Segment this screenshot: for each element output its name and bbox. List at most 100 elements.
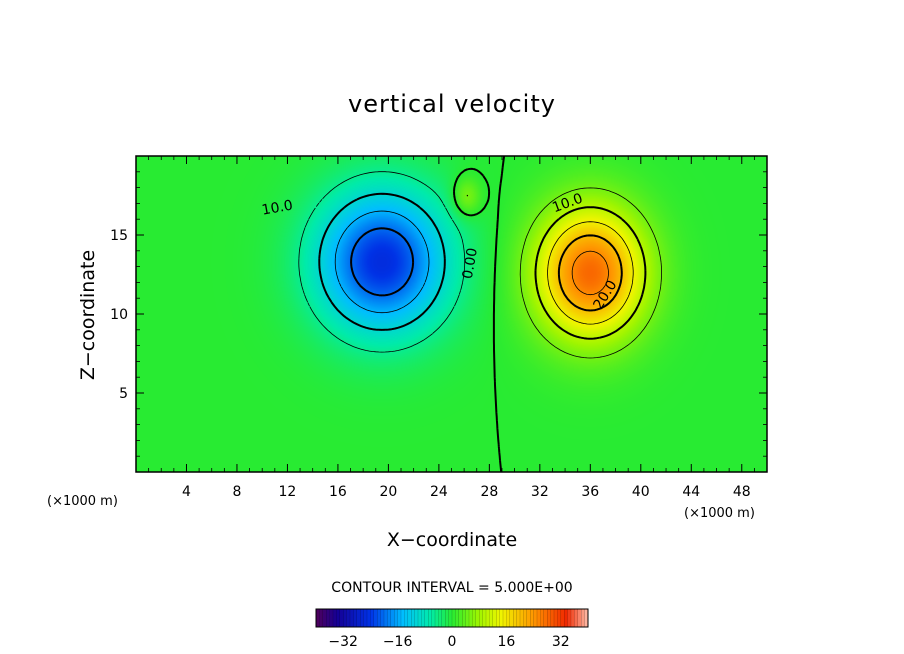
x-tick-label: 8 — [232, 484, 241, 500]
colorbar-cell — [390, 608, 395, 628]
colorbar-tick-label: 0 — [448, 634, 457, 650]
colorbar-cell — [489, 608, 494, 628]
contour-line-level — [453, 156, 506, 472]
colorbar-cell — [441, 608, 446, 628]
colorbar-cell — [428, 608, 433, 628]
colorbar-tick-label: −16 — [383, 634, 413, 650]
colorbar-cell — [326, 608, 331, 628]
colorbar-cell — [530, 608, 535, 628]
colorbar-cell — [322, 608, 327, 628]
colorbar-cell — [577, 608, 582, 628]
colorbar-cell — [421, 608, 426, 628]
colorbar-cell — [448, 608, 453, 628]
colorbar-cell — [377, 608, 382, 628]
contour-interval-label: CONTOUR INTERVAL = 5.000E+00 — [331, 580, 572, 596]
x-tick-label: 44 — [682, 484, 700, 500]
x-axis-label: X−coordinate — [387, 529, 517, 551]
colorbar-cell — [407, 608, 412, 628]
colorbar-cell — [424, 608, 429, 628]
contour-line-level — [350, 227, 415, 297]
colorbar-cell — [387, 608, 392, 628]
colorbar-tick-label: −32 — [328, 634, 358, 650]
heatmap-field — [136, 156, 767, 472]
colorbar-cell — [445, 608, 450, 628]
colorbar-cell — [356, 608, 361, 628]
colorbar-cell — [570, 608, 575, 628]
x-tick-label: 12 — [279, 484, 297, 500]
chart-title: vertical velocity — [348, 90, 556, 118]
y-axis-ticks: 5 10 15 — [110, 171, 767, 457]
colorbar-cell — [417, 608, 422, 628]
colorbar-cell — [479, 608, 484, 628]
y-tick-label: 15 — [110, 228, 128, 244]
colorbar-cell — [496, 608, 501, 628]
colorbar-cell — [339, 608, 344, 628]
contour-line-level — [547, 221, 634, 325]
colorbar-cell — [574, 608, 579, 628]
contour-line-level — [298, 171, 466, 353]
x-axis-ticks: 4 8 12 16 20 24 28 32 36 40 44 48 — [148, 156, 755, 500]
colorbar-cell — [336, 608, 341, 628]
colorbar-cell — [547, 608, 552, 628]
colorbar-cell — [458, 608, 463, 628]
contour-label: 10.0 — [261, 198, 294, 219]
contour-line-level — [571, 250, 609, 296]
contour-line-level — [334, 210, 430, 314]
colorbar-cell — [465, 608, 470, 628]
colorbar-cell — [567, 608, 572, 628]
contour-label: 0.00 — [460, 247, 481, 280]
colorbar-cell — [581, 608, 586, 628]
y-axis-label: Z−coordinate — [77, 250, 99, 380]
colorbar-cell — [509, 608, 514, 628]
colorbar-cell — [492, 608, 497, 628]
colorbar-cell — [366, 608, 371, 628]
contour-line-level — [466, 187, 662, 359]
colorbar-cell — [485, 608, 490, 628]
colorbar-cell — [475, 608, 480, 628]
y-tick-label: 10 — [110, 307, 128, 323]
colorbar-cell — [319, 608, 324, 628]
x-tick-label: 16 — [329, 484, 347, 500]
contour-lines — [298, 156, 662, 472]
colorbar-cell — [560, 608, 565, 628]
colorbar-cell — [373, 608, 378, 628]
colorbar-cell — [482, 608, 487, 628]
colorbar-cell — [434, 608, 439, 628]
x-tick-label: 28 — [480, 484, 498, 500]
x-tick-label: 20 — [379, 484, 397, 500]
colorbar-cell — [462, 608, 467, 628]
colorbar-cell — [400, 608, 405, 628]
colorbar-cell — [553, 608, 558, 628]
colorbar-cell — [411, 608, 416, 628]
colorbar-cell — [394, 608, 399, 628]
colorbar-cell — [343, 608, 348, 628]
x-unit-left-label: (×1000 m) — [47, 494, 118, 509]
colorbar: −32 −16 0 16 32 — [315, 608, 589, 650]
colorbar-cell — [332, 608, 337, 628]
colorbar-cell — [397, 608, 402, 628]
colorbar-cell — [564, 608, 569, 628]
colorbar-tick-label: 32 — [552, 634, 570, 650]
contour-line-level — [318, 192, 446, 331]
contour-line-level — [534, 206, 647, 340]
colorbar-cell — [506, 608, 511, 628]
x-tick-label: 48 — [733, 484, 751, 500]
x-tick-label: 24 — [430, 484, 448, 500]
colorbar-cell — [455, 608, 460, 628]
plot-area: 10.0 10.020.00.00 4 8 12 16 20 24 28 32 36 40 44 48 … — [110, 155, 768, 500]
y-tick-label: 5 — [119, 386, 128, 402]
colorbar-cell — [360, 608, 365, 628]
colorbar-cell — [513, 608, 518, 628]
x-tick-label: 32 — [531, 484, 549, 500]
colorbar-tick-label: 16 — [497, 634, 515, 650]
colorbar-cell — [404, 608, 409, 628]
colorbar-cell — [363, 608, 368, 628]
x-unit-right-label: (×1000 m) — [684, 506, 755, 521]
colorbar-cell — [536, 608, 541, 628]
colorbar-cell — [451, 608, 456, 628]
colorbar-cell — [383, 608, 388, 628]
colorbar-cell — [353, 608, 358, 628]
colorbar-cell — [502, 608, 507, 628]
colorbar-cell — [516, 608, 521, 628]
